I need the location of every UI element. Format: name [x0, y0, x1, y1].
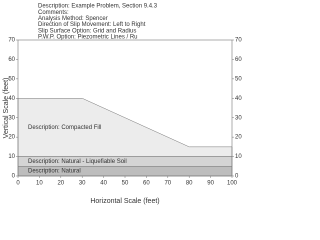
y-tick-label-right: 40 — [235, 96, 242, 102]
y-tick-label: 60 — [8, 57, 15, 63]
y-tick-label: 0 — [12, 174, 16, 180]
y-axis-title: Vertical Scale (feet) — [3, 78, 10, 139]
header-line: Description: Example Problem, Section 9.… — [38, 4, 158, 10]
x-tick-label: 80 — [186, 181, 193, 187]
x-tick-label: 0 — [16, 181, 20, 187]
x-tick-label: 40 — [100, 181, 107, 187]
y-tick-label-right: 10 — [235, 154, 242, 160]
x-tick-label: 60 — [143, 181, 150, 187]
y-tick-label: 20 — [8, 135, 15, 141]
header-line: P.W.P. Option: Piezometric Lines / Ru — [38, 35, 138, 41]
y-tick-label-right: 60 — [235, 57, 242, 63]
header-line: Direction of Slip Movement: Left to Righ… — [38, 22, 146, 28]
region-label: Description: Compacted Fill — [28, 125, 101, 131]
x-tick-label: 30 — [79, 181, 86, 187]
y-tick-label: 40 — [8, 96, 15, 102]
x-tick-label: 70 — [164, 181, 171, 187]
region-label: Description: Natural - Liquefiable Soil — [28, 159, 127, 165]
chart: Horizontal Scale (feet) Vertical Scale (… — [3, 4, 242, 205]
y-tick-label-right: 30 — [235, 115, 242, 121]
header-line: Comments: — [38, 10, 69, 16]
x-tick-label: 20 — [57, 181, 64, 187]
y-tick-label: 50 — [8, 76, 15, 82]
y-tick-label: 10 — [8, 154, 15, 160]
x-axis-title: Horizontal Scale (feet) — [90, 198, 159, 205]
x-tick-label: 90 — [207, 181, 214, 187]
y-tick-label-right: 0 — [235, 174, 239, 180]
header-line: Slip Surface Option: Grid and Radius — [38, 28, 136, 34]
region-label: Description: Natural — [28, 169, 81, 175]
header-line: Analysis Method: Spencer — [38, 16, 108, 22]
x-tick-label: 100 — [227, 181, 238, 187]
x-tick-label: 50 — [122, 181, 129, 187]
y-tick-label-right: 20 — [235, 135, 242, 141]
y-tick-label: 30 — [8, 115, 15, 121]
y-tick-label-right: 50 — [235, 76, 242, 82]
y-tick-label: 70 — [8, 38, 15, 44]
x-tick-label: 10 — [36, 181, 43, 187]
y-tick-label-right: 70 — [235, 38, 242, 44]
